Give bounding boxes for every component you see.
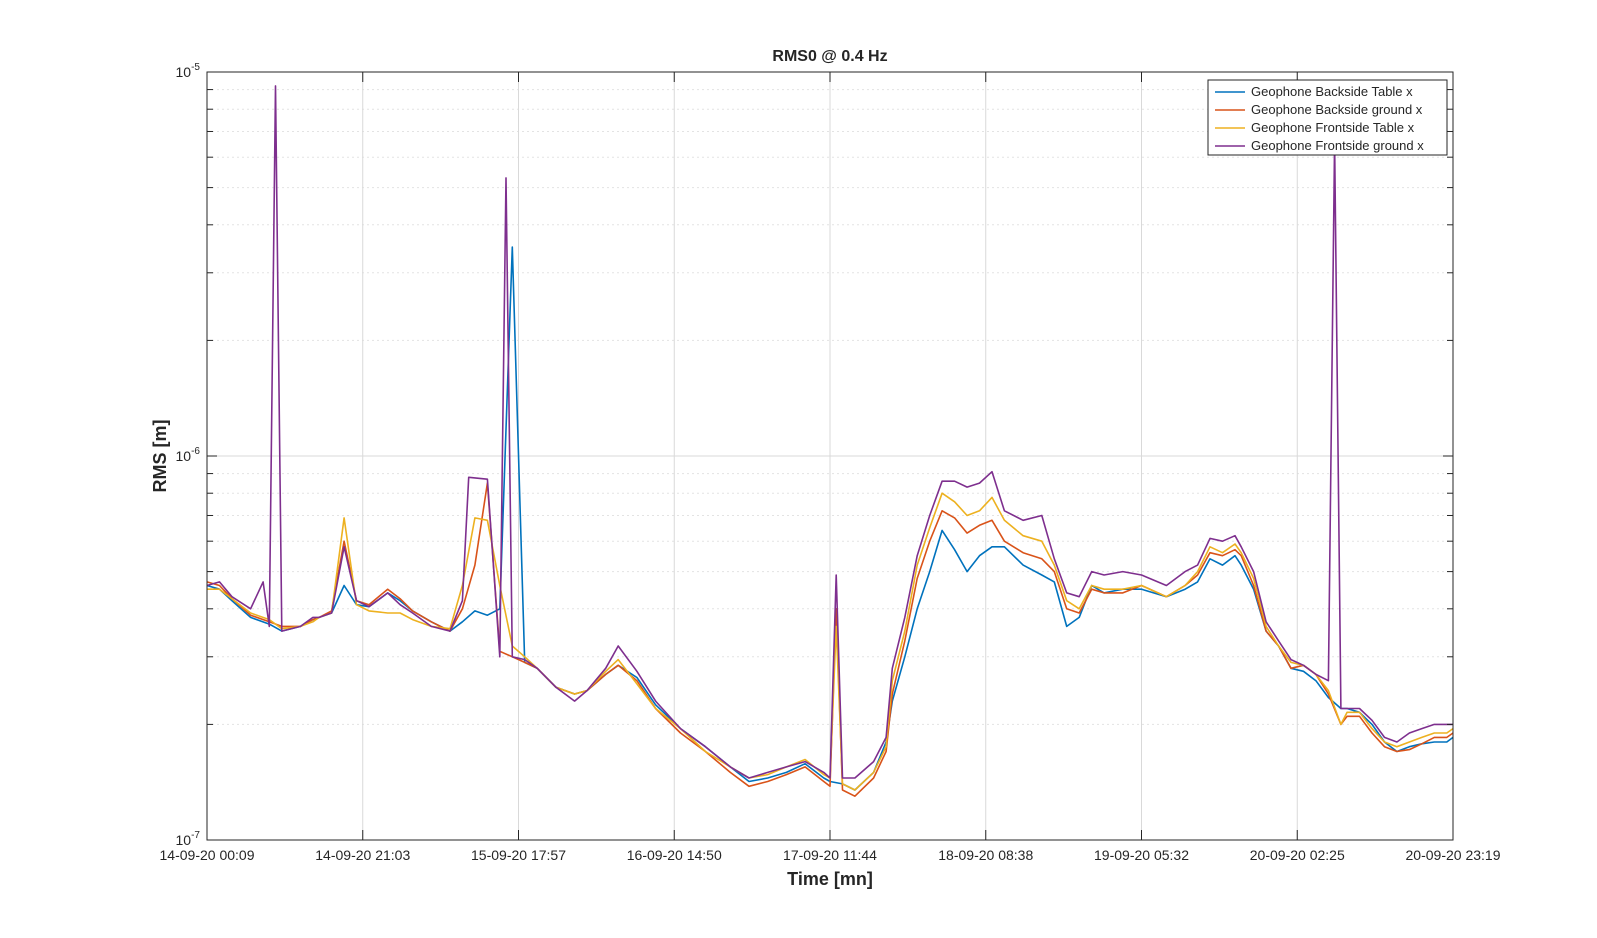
legend: Geophone Backside Table x Geophone Backs… bbox=[1207, 79, 1448, 156]
series-layer bbox=[206, 85, 1454, 798]
series-line-4 bbox=[206, 85, 1453, 779]
y-tick-label: 10-7 bbox=[176, 830, 201, 848]
y-tick-label: 10-5 bbox=[176, 62, 201, 80]
chart-title: RMS0 @ 0.4 Hz bbox=[772, 48, 887, 65]
series-line-3 bbox=[207, 492, 1454, 791]
x-tick-label: 20-09-20 02:25 bbox=[1250, 847, 1345, 863]
x-tick-label: 14-09-20 00:09 bbox=[160, 847, 255, 863]
legend-label-frontside-ground: Geophone Frontside ground x bbox=[1251, 138, 1424, 153]
x-tick-labels: 14-09-20 00:09 14-09-20 21:03 15-09-20 17:… bbox=[160, 847, 1501, 863]
y-tick-labels: 10-5 10-6 10-7 bbox=[176, 62, 201, 848]
x-tick-label: 16-09-20 14:50 bbox=[627, 847, 722, 863]
x-tick-label: 18-09-20 08:38 bbox=[938, 847, 1033, 863]
y-tick-label: 10-6 bbox=[176, 446, 201, 464]
x-tick-label: 20-09-20 23:19 bbox=[1406, 847, 1501, 863]
legend-label-backside-ground: Geophone Backside ground x bbox=[1251, 102, 1423, 117]
x-tick-label: 19-09-20 05:32 bbox=[1094, 847, 1189, 863]
y-axis-label: RMS [m] bbox=[150, 420, 170, 493]
legend-label-backside-table: Geophone Backside Table x bbox=[1251, 84, 1413, 99]
axis-ticks bbox=[206, 71, 1454, 841]
legend-box bbox=[1207, 79, 1448, 156]
x-tick-label: 17-09-20 11:44 bbox=[783, 847, 877, 863]
x-axis-label: Time [mn] bbox=[787, 869, 873, 889]
legend-label-frontside-table: Geophone Frontside Table x bbox=[1251, 120, 1415, 135]
x-tick-label: 15-09-20 17:57 bbox=[471, 847, 566, 863]
x-tick-label: 14-09-20 21:03 bbox=[315, 847, 410, 863]
